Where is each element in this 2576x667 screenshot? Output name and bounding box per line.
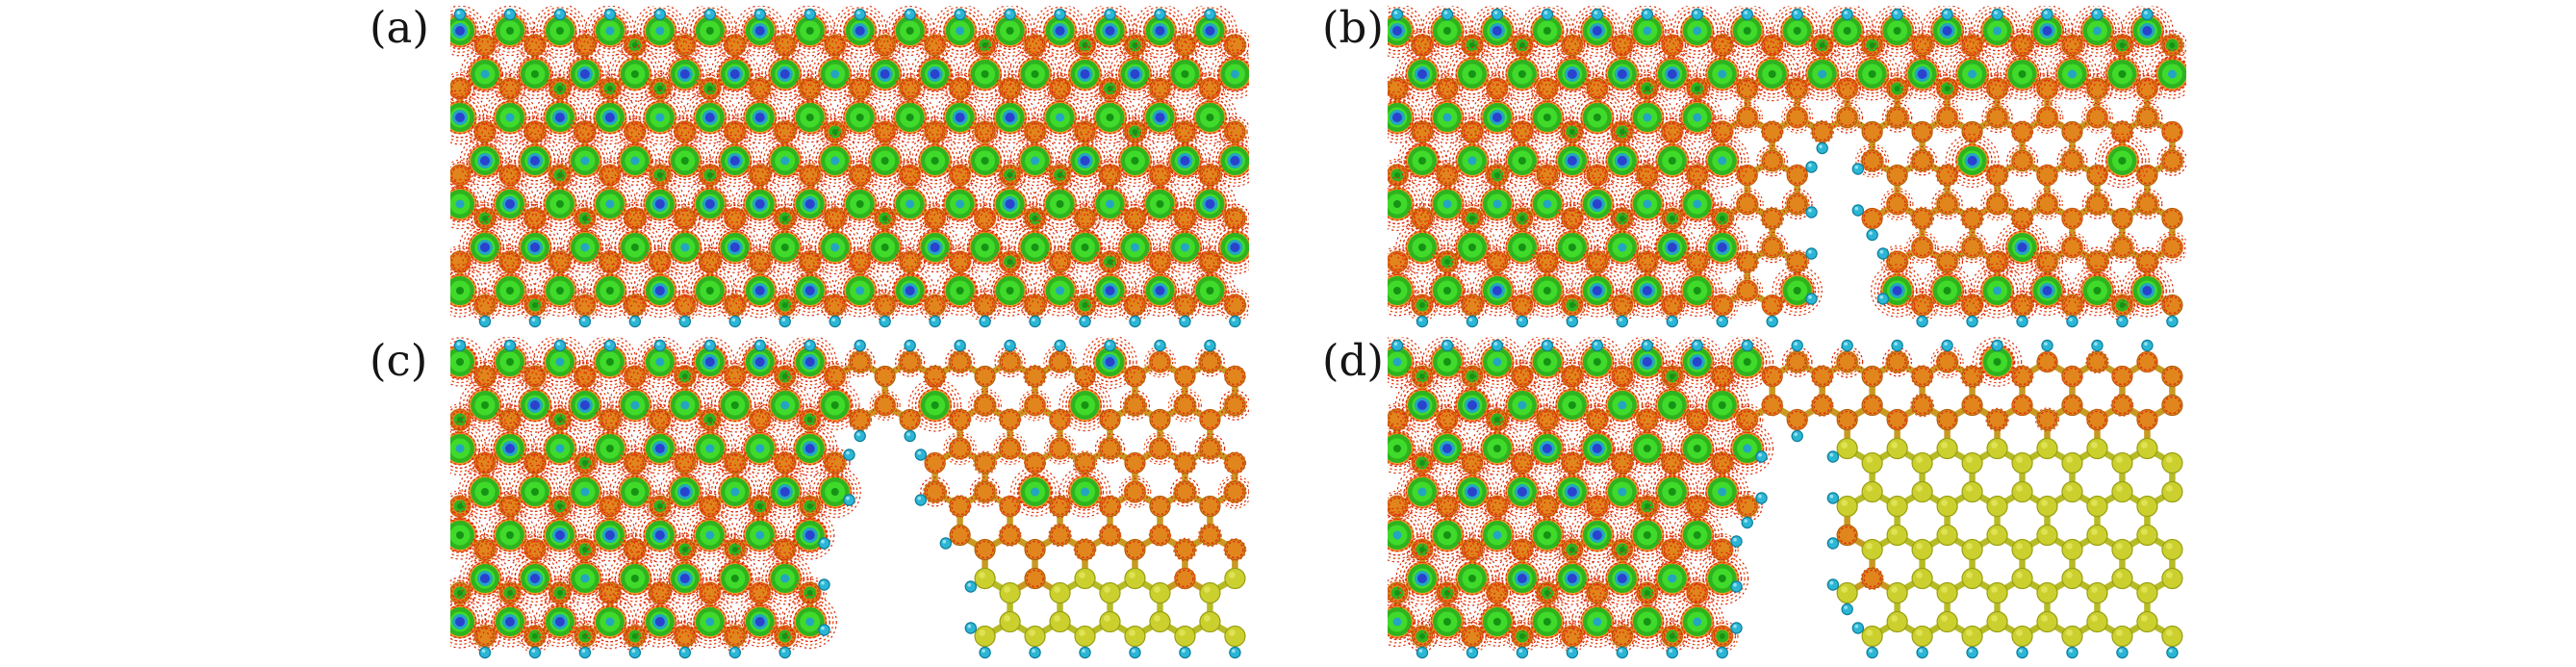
panel-c-label: (c) [370, 335, 428, 386]
panel-d-label: (d) [1322, 335, 1384, 386]
panel-a-label: (a) [370, 2, 429, 53]
panel-b-label: (b) [1322, 2, 1384, 53]
panel-c-structure [450, 337, 1249, 659]
panel-b-structure [1388, 6, 2186, 328]
panel-d-structure [1388, 337, 2183, 659]
panel-a-structure [450, 6, 1249, 328]
